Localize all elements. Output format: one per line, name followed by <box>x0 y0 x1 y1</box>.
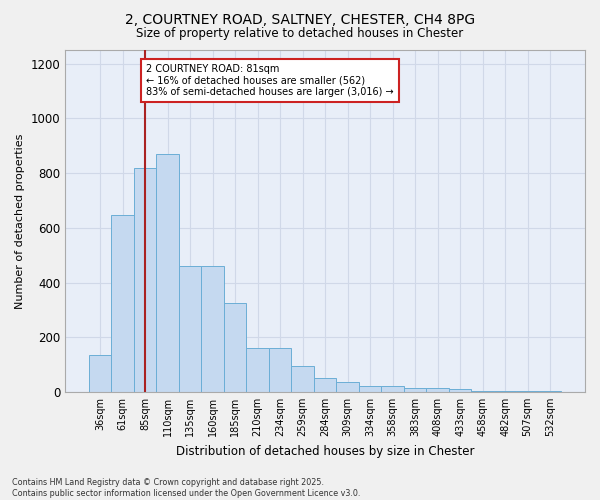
Text: 2 COURTNEY ROAD: 81sqm
← 16% of detached houses are smaller (562)
83% of semi-de: 2 COURTNEY ROAD: 81sqm ← 16% of detached… <box>146 64 394 97</box>
Bar <box>247 348 269 392</box>
Text: 2, COURTNEY ROAD, SALTNEY, CHESTER, CH4 8PG: 2, COURTNEY ROAD, SALTNEY, CHESTER, CH4 … <box>125 12 475 26</box>
Bar <box>179 266 202 392</box>
Bar <box>202 266 224 392</box>
Bar <box>359 386 382 392</box>
Bar <box>134 168 157 392</box>
Bar <box>494 390 517 392</box>
Bar <box>224 303 247 392</box>
Bar <box>314 378 337 392</box>
Bar <box>539 391 562 392</box>
Text: Contains HM Land Registry data © Crown copyright and database right 2025.
Contai: Contains HM Land Registry data © Crown c… <box>12 478 361 498</box>
Bar <box>472 390 494 392</box>
Bar <box>269 348 292 392</box>
Bar <box>427 388 449 392</box>
Bar <box>89 355 111 392</box>
Bar <box>449 389 472 392</box>
X-axis label: Distribution of detached houses by size in Chester: Distribution of detached houses by size … <box>176 444 475 458</box>
Bar <box>404 388 427 392</box>
Bar <box>292 366 314 392</box>
Bar <box>517 390 539 392</box>
Bar <box>337 382 359 392</box>
Y-axis label: Number of detached properties: Number of detached properties <box>15 134 25 308</box>
Bar <box>157 154 179 392</box>
Text: Size of property relative to detached houses in Chester: Size of property relative to detached ho… <box>136 28 464 40</box>
Bar <box>111 216 134 392</box>
Bar <box>382 386 404 392</box>
